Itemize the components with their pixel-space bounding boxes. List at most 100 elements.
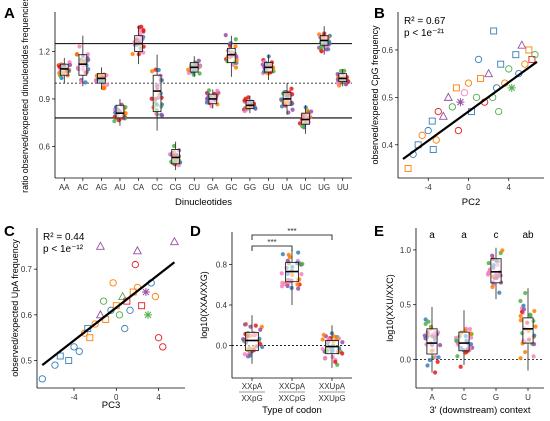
- y-axis-title: ratio observed/expected dinucleotides fr…: [20, 0, 30, 193]
- sequence-point: [521, 307, 527, 312]
- x-tick-label: UG: [318, 183, 330, 192]
- x-tick-label: G: [493, 393, 499, 402]
- genome-point: [474, 55, 483, 64]
- group-0-box: [245, 331, 259, 352]
- dinucleotide-point: [205, 96, 210, 101]
- sequence-point: [296, 250, 301, 255]
- sequence-point: [518, 356, 523, 361]
- dinucleotide-point: [215, 88, 220, 93]
- sequence-point: [432, 370, 438, 375]
- r-squared-label: R² = 0.67: [404, 16, 446, 27]
- genome-point: [70, 343, 78, 351]
- sequence-point: [280, 252, 285, 257]
- y-tick-label: 0.0: [216, 342, 228, 351]
- x-tick-label: AG: [96, 183, 108, 192]
- dinucleotide-point: [289, 86, 294, 91]
- genome-point: [86, 334, 94, 342]
- genome-point: [531, 51, 539, 59]
- sequence-point: [242, 322, 248, 327]
- sequence-point: [330, 354, 335, 360]
- dinucleotide-point: [233, 65, 239, 70]
- sequence-point: [468, 342, 474, 347]
- dinucleotide-point: [233, 37, 238, 42]
- genome-point: [131, 260, 139, 269]
- genome-point: [169, 236, 179, 246]
- sequence-point: [518, 298, 523, 304]
- y-tick-label: 0.5: [382, 93, 394, 102]
- codon-label-top: XXCpA: [279, 382, 306, 391]
- codon-label-bottom: XXUpG: [318, 394, 345, 403]
- x-tick-label: 4: [507, 183, 512, 192]
- x-tick-label: CU: [188, 183, 200, 192]
- x-axis-title: 3' (downstream) context: [429, 405, 530, 416]
- group-1-box: [458, 331, 470, 352]
- sequence-point: [323, 355, 328, 360]
- group-letter: ab: [522, 230, 534, 241]
- sequence-point: [423, 317, 428, 322]
- dinucleotide-point: [139, 24, 144, 29]
- panel-a-dinucleotide-boxplot: 0.6 0.9 1.2 AA AC AG AU CA CC CG CU GA GC GG GU UA UC UG U…: [20, 0, 352, 208]
- genome-point: [91, 320, 99, 328]
- sequence-point: [335, 362, 340, 367]
- genome-point: [477, 74, 485, 82]
- dinucleotide-point: [191, 72, 196, 77]
- dinucleotide-au-box: [115, 104, 125, 119]
- sequence-point: [340, 340, 345, 345]
- genome-point: [95, 241, 105, 250]
- significance-label: ***: [287, 227, 296, 236]
- x-tick-label: CC: [151, 183, 163, 192]
- panel-letter-b: B: [374, 5, 385, 22]
- genome-point: [99, 297, 108, 305]
- genome-point: [115, 311, 124, 319]
- x-tick-label: AC: [77, 183, 88, 192]
- dinucleotide-point: [290, 107, 295, 112]
- codon-label-top: XXUpA: [319, 382, 346, 391]
- y-tick-label: 0.4: [216, 301, 228, 310]
- y-tick-label: 0.9: [39, 95, 51, 104]
- group-3-box: [522, 317, 534, 344]
- dinucleotide-point: [123, 105, 128, 110]
- dinucleotide-point: [206, 88, 212, 93]
- genome-point: [456, 98, 465, 107]
- genome-point: [434, 107, 442, 116]
- dinucleotide-point: [197, 71, 202, 76]
- sequence-point: [300, 261, 305, 267]
- genome-point: [428, 117, 436, 125]
- genome-point: [154, 334, 163, 342]
- dinucleotide-point: [123, 111, 128, 116]
- panel-letter-e: E: [374, 223, 384, 240]
- sequence-point: [253, 323, 258, 328]
- sequence-point: [285, 283, 290, 289]
- genome-point: [517, 40, 527, 49]
- group-letter: a: [429, 230, 435, 241]
- dinucleotide-point: [279, 97, 284, 102]
- x-tick-label: GU: [262, 183, 274, 192]
- dinucleotide-point: [75, 52, 80, 57]
- genome-point: [144, 310, 152, 319]
- group-letter: a: [461, 230, 467, 241]
- sequence-point: [528, 312, 533, 317]
- y-axis-title: observed/expected UpA frequency: [10, 239, 20, 377]
- sequence-point: [469, 335, 474, 340]
- dinucleotide-point: [149, 96, 154, 101]
- dinucleotide-point: [79, 79, 84, 85]
- sequence-point: [523, 349, 528, 355]
- dinucleotide-point: [83, 80, 88, 85]
- codon-label-bottom: XXCpG: [278, 394, 305, 403]
- y-tick-label: 0.5: [400, 301, 412, 310]
- sequence-point: [533, 324, 538, 329]
- sequence-point: [299, 272, 304, 277]
- sequence-point: [286, 252, 291, 257]
- sequence-point: [500, 248, 505, 253]
- dinucleotide-point: [204, 100, 209, 105]
- genome-point: [495, 107, 503, 116]
- dinucleotide-cc-box: [152, 74, 162, 113]
- genome-point: [121, 324, 129, 333]
- sequence-point: [490, 284, 495, 290]
- dinucleotide-point: [67, 62, 73, 68]
- genome-point: [438, 111, 448, 120]
- sequence-point: [523, 290, 528, 296]
- x-tick-label: AA: [59, 183, 70, 192]
- sequence-point: [425, 363, 430, 368]
